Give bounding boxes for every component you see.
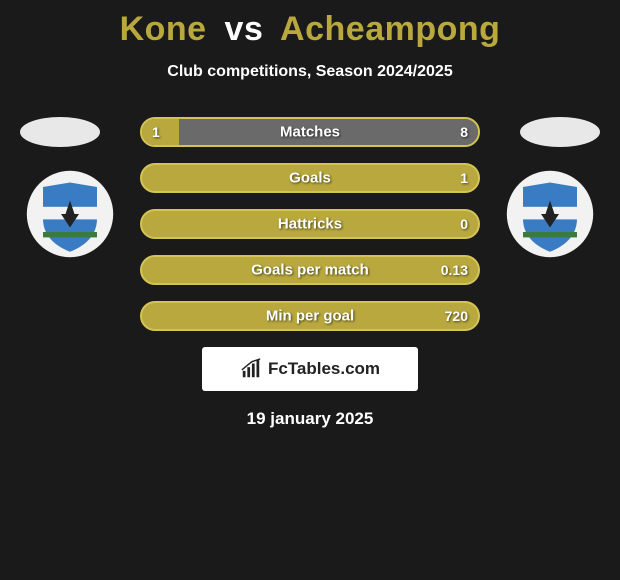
stat-label: Matches	[280, 124, 340, 141]
brand-box[interactable]: FcTables.com	[202, 347, 418, 391]
stat-row: Goals per match 0.13	[140, 255, 480, 285]
stat-value-right: 0.13	[441, 262, 468, 278]
player1-club-logo	[20, 169, 120, 259]
stat-label: Goals per match	[251, 262, 369, 279]
player1-name: Kone	[120, 10, 207, 48]
stat-row: Goals 1	[140, 163, 480, 193]
stat-row: Matches 1 8	[140, 117, 480, 147]
stat-value-right: 1	[460, 170, 468, 186]
stat-value-right: 0	[460, 216, 468, 232]
page-title: Kone vs Acheampong	[0, 10, 620, 49]
stat-label: Hattricks	[278, 216, 342, 233]
stat-row: Min per goal 720	[140, 301, 480, 331]
vs-text: vs	[225, 10, 264, 48]
player2-club-logo	[500, 169, 600, 259]
stats-bars: Matches 1 8 Goals 1 Hattricks 0 Goals per match…	[140, 117, 480, 331]
player2-name: Acheampong	[280, 10, 500, 48]
stat-value-right: 8	[460, 124, 468, 140]
brand-text: FcTables.com	[268, 359, 380, 379]
stat-label: Goals	[289, 170, 331, 187]
comparison-card: Kone vs Acheampong Club competitions, Se…	[0, 0, 620, 429]
date-text: 19 january 2025	[0, 409, 620, 429]
subtitle: Club competitions, Season 2024/2025	[0, 63, 620, 81]
content-area: Matches 1 8 Goals 1 Hattricks 0 Goals per match…	[0, 117, 620, 331]
stat-value-left: 1	[152, 124, 160, 140]
stat-value-right: 720	[445, 308, 468, 324]
player1-avatar	[20, 117, 100, 147]
stat-row: Hattricks 0	[140, 209, 480, 239]
bar-chart-icon	[240, 358, 262, 380]
stat-label: Min per goal	[266, 308, 354, 325]
player2-avatar	[520, 117, 600, 147]
